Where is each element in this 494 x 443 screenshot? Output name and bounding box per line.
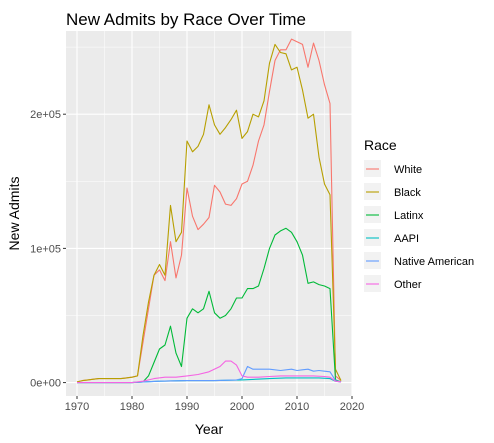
legend-title: Race bbox=[364, 137, 397, 153]
y-tick-label: 2e+05 bbox=[30, 109, 61, 121]
grid-lines bbox=[66, 31, 353, 396]
x-tick-label: 1980 bbox=[120, 401, 144, 413]
series-line-other bbox=[77, 360, 342, 384]
legend-label: Latinx bbox=[394, 210, 424, 222]
y-tick-label: 1e+05 bbox=[30, 243, 61, 255]
legend-label: Other bbox=[394, 279, 422, 291]
legend-label: AAPI bbox=[394, 233, 419, 245]
plot-panel bbox=[66, 31, 352, 396]
x-tick-label: 2010 bbox=[285, 401, 309, 413]
chart-title: New Admits by Race Over Time bbox=[66, 10, 306, 29]
x-axis-title: Year bbox=[195, 421, 224, 437]
x-tick-label: 1970 bbox=[65, 401, 89, 413]
legend: Race White Black Latinx AAPI Native American… bbox=[364, 137, 474, 292]
y-tick-label: 0e+00 bbox=[30, 378, 61, 390]
x-tick-label: 2020 bbox=[340, 401, 364, 413]
series-line-latinx bbox=[77, 227, 342, 384]
y-axis-title: New Admits bbox=[6, 177, 22, 251]
axes: 1970 1980 1990 2000 2010 2020 0e+00 1e+05 2e+05 bbox=[30, 109, 364, 413]
x-tick-label: 1990 bbox=[175, 401, 199, 413]
legend-label: Black bbox=[394, 187, 421, 199]
legend-label: White bbox=[394, 164, 422, 176]
series-lines bbox=[76, 38, 342, 384]
series-line-black bbox=[76, 43, 342, 383]
x-tick-label: 2000 bbox=[230, 401, 254, 413]
series-line-native-american bbox=[77, 365, 342, 384]
legend-label: Native American bbox=[394, 256, 474, 268]
